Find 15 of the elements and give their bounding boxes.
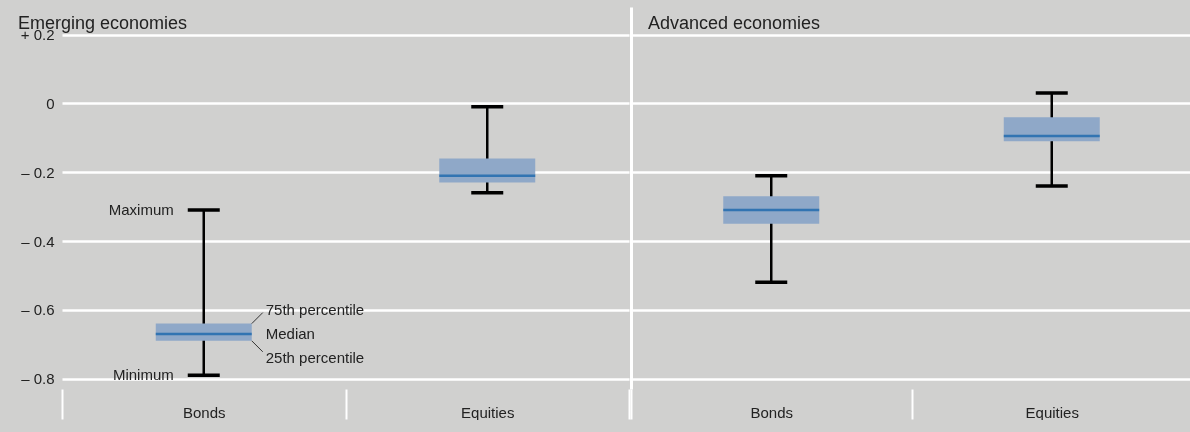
y-tick-label: – 0.2 — [21, 163, 55, 181]
annotation: Minimum — [112, 366, 174, 384]
annotation: 75th percentile — [265, 300, 365, 318]
x-tick-label: Bonds — [750, 403, 794, 421]
annotation: 25th percentile — [265, 348, 365, 366]
annotation: Maximum — [108, 201, 174, 219]
x-tick-label: Equities — [461, 403, 515, 421]
y-tick-label: – 0.4 — [21, 232, 55, 250]
chart-title: Advanced economies — [648, 13, 821, 33]
y-tick-label: – 0.6 — [21, 301, 55, 319]
x-tick-label: Equities — [1025, 403, 1079, 421]
y-tick-label: 0 — [46, 94, 55, 112]
annotation: Median — [265, 324, 315, 342]
x-tick-label: Bonds — [182, 403, 226, 421]
y-tick-label: – 0.8 — [21, 370, 55, 388]
